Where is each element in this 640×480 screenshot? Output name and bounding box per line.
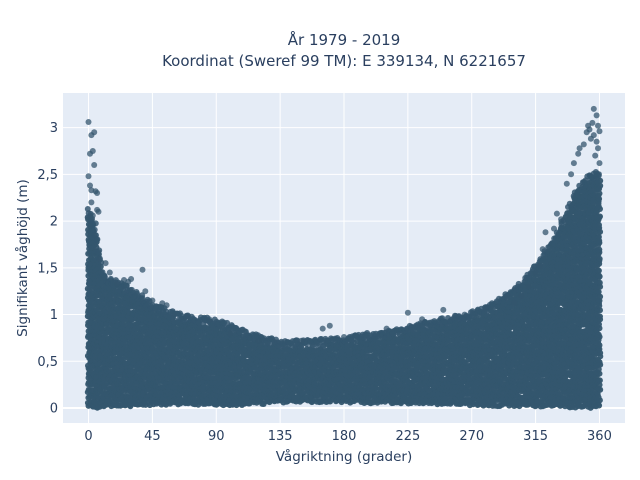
data-point	[91, 226, 98, 233]
data-point	[139, 295, 146, 302]
data-point	[95, 249, 102, 256]
data-points	[84, 105, 604, 411]
data-point	[92, 220, 99, 227]
data-point	[84, 206, 91, 212]
data-point	[94, 236, 101, 243]
